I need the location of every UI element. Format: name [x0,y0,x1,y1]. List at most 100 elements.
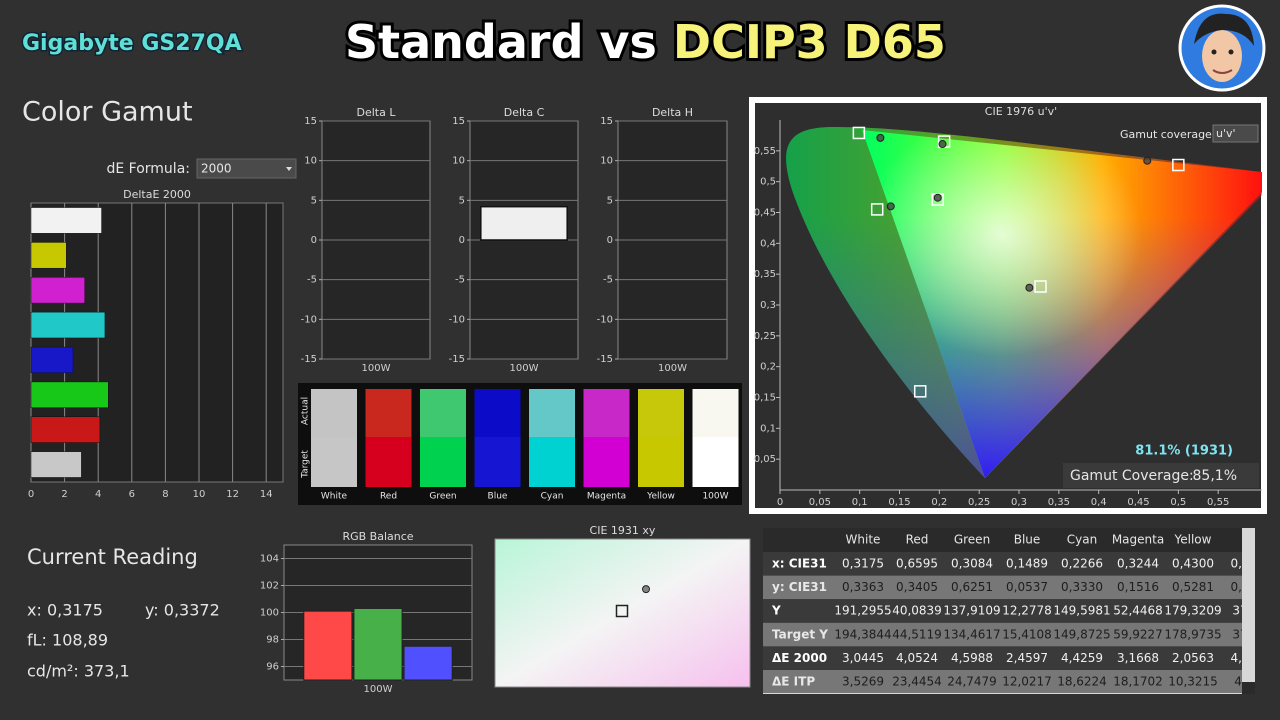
formula-dropdown[interactable]: 2000 [196,158,297,179]
x-tick-label: 0,15 [888,497,910,508]
table-cell: 0,6595 [896,557,938,571]
table-cell: 149,5981 [1053,604,1110,618]
y-tick-label: 104 [260,554,279,565]
dropdown-value[interactable]: 2000 [201,162,232,176]
x-tick-label: 8 [162,489,168,500]
table-cell: 24,7479 [947,675,997,689]
x-tick-label: 0,2 [931,497,947,508]
channel-name: Gigabyte GS27QA [22,31,242,56]
target-point [1172,158,1185,172]
table-cell: 10,3215 [1168,675,1218,689]
y-tick-label: 0,45 [754,208,776,219]
table-cell: 2,0563 [1172,651,1214,665]
y-tick-label: 15 [600,116,613,127]
chart-title: CIE 1976 u'v' [985,105,1057,118]
table-cell: 0,2266 [1061,557,1103,571]
swatch-label: Red [380,492,397,502]
coverage-1931: 81.1% (1931) [1135,444,1233,459]
coverage-label: Gamut coverage: [1120,128,1216,141]
y-tick-label: 5 [607,195,613,206]
y-tick-label: 0,5 [760,177,776,188]
y-tick-label: 0,1 [760,423,776,434]
dropdown-box[interactable] [196,158,297,179]
table-cell: 194,3844 [834,627,891,641]
measured-point [1025,283,1034,292]
y-tick-label: 5 [311,195,317,206]
x-tick-label: 0,1 [852,497,868,508]
table-cell: 0,6251 [951,580,993,594]
table-cell: 149,8725 [1053,627,1110,641]
x-tick-label: 0,25 [968,497,990,508]
measured-point [876,133,885,142]
swatch-label: Cyan [541,492,564,502]
table-cell: 0,3084 [951,557,993,571]
target-point [615,604,629,618]
dropdown-box[interactable] [1212,124,1259,143]
table-cell: 3,0445 [842,651,884,665]
column-header: Green [954,533,990,547]
dropdown-value[interactable]: u'v' [1216,127,1236,140]
table-row [763,622,1242,647]
table-cell: 0,0537 [1006,580,1048,594]
swatch-actual [365,389,412,437]
row-label: Actual [301,397,311,425]
cie1931-plot [494,538,751,688]
swatch-actual [692,389,739,437]
reading-x: x: 0,3175 [27,601,103,620]
table-cell: 4,5988 [951,651,993,665]
y-tick-label: 0,35 [754,269,776,280]
y-tick-label: -15 [449,354,465,365]
x-tick-label: 100W [658,363,687,374]
title-part: Standard vs [345,15,673,69]
swatch-label: Magenta [587,492,626,502]
table-cell: 0,1489 [1006,557,1048,571]
bar [30,277,86,304]
table-cell: 0,1516 [1117,580,1159,594]
table-cell: 179,3209 [1164,604,1221,618]
table-cell: 0,3363 [842,580,884,594]
table-cell: 2,4597 [1006,651,1048,665]
coverage-total: 85,1% [1193,468,1237,484]
table-cell: 59,9227 [1113,627,1163,641]
x-tick-label: 0,55 [1207,497,1229,508]
dropdown-arrow[interactable] [286,167,292,171]
panel-title: Color Gamut [22,97,193,128]
x-tick-label: 14 [260,489,273,500]
y-tick-label: 10 [600,156,613,167]
y-tick-label: 0,2 [760,362,776,373]
y-tick-label: -10 [597,314,613,325]
swatch-actual [583,389,630,437]
data-table: White Red Green Blue Cyan Magenta Yellow x: CIE… [763,533,1249,693]
bar [30,207,102,234]
x-tick-label: 100W [364,684,393,695]
table-cell: 0,5281 [1172,580,1214,594]
row-label: Target Y [772,627,828,641]
table-cell: 44,5119 [892,627,942,641]
x-tick-label: 12 [226,489,239,500]
swatch-actual [529,389,575,437]
x-tick-label: 0 [28,489,34,500]
coverage-total-label: Gamut Coverage: [1070,468,1194,484]
column-header: White [846,533,881,547]
y-tick-label: 0,05 [754,454,776,465]
x-tick-label: 4 [95,489,101,500]
y-tick-label: -15 [597,354,613,365]
swatch-target [311,437,357,487]
bar [303,610,353,681]
y-tick-label: 15 [304,116,317,127]
y-tick-label: 0,4 [760,238,776,249]
chart-title: RGB Balance [342,530,413,543]
chart-title: Delta C [504,106,545,119]
bar [480,205,568,241]
y-tick-label: 96 [266,662,279,673]
y-tick-label: 100 [260,608,279,619]
table-row [763,575,1242,600]
swatch-target [365,437,412,487]
bar [403,645,453,681]
table-cell: 0,3 [1230,580,1249,594]
table-cell: 4, [1234,675,1245,689]
scrollbar-v[interactable] [1242,528,1255,682]
reading-cdm2: cd/m²: 373,1 [27,662,130,681]
coverage-dropdown[interactable]: u'v' [1212,124,1259,143]
